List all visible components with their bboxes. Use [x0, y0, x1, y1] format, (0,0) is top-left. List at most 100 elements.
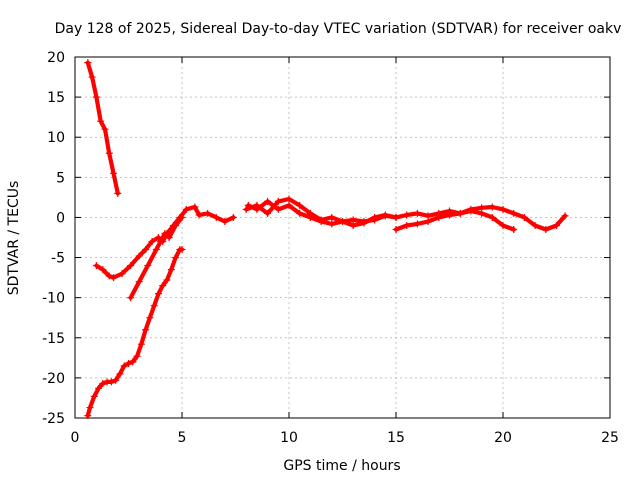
data-point	[105, 272, 113, 280]
data-point	[306, 213, 314, 221]
y-tick-label: 15	[47, 90, 65, 106]
data-point	[204, 209, 212, 217]
data-point	[110, 274, 118, 282]
data-point	[99, 266, 107, 274]
x-tick-label: 20	[494, 430, 512, 446]
data-point	[125, 359, 132, 367]
data-point	[488, 213, 496, 221]
data-point	[195, 211, 203, 219]
data-point	[499, 221, 507, 229]
data-point	[165, 234, 173, 241]
data-point	[150, 302, 158, 310]
data-point	[371, 213, 379, 221]
data-point	[86, 404, 94, 412]
data-point	[339, 217, 346, 225]
data-point	[510, 209, 518, 217]
data-point	[137, 340, 145, 348]
data-point	[403, 221, 411, 229]
data-point	[107, 378, 115, 386]
y-tick-label: -5	[51, 251, 65, 267]
data-point	[510, 225, 518, 233]
x-tick-label: 0	[71, 430, 80, 446]
data-point	[178, 213, 186, 221]
data-point	[167, 266, 175, 274]
data-point	[285, 201, 293, 209]
data-point	[349, 221, 357, 229]
x-axis-label: GPS time / hours	[283, 458, 400, 474]
data-point	[392, 213, 400, 221]
data-point	[531, 221, 539, 229]
data-point	[212, 213, 220, 221]
data-point	[88, 73, 96, 81]
data-point	[264, 209, 272, 217]
data-point	[413, 220, 421, 228]
data-point	[561, 212, 569, 220]
data-point	[133, 352, 141, 360]
series-arc-4	[84, 246, 186, 420]
data-point	[99, 380, 107, 388]
data-point	[163, 276, 171, 284]
data-point	[172, 221, 180, 229]
data-point	[229, 213, 237, 221]
data-point	[221, 217, 229, 225]
data-point	[360, 219, 368, 227]
data-point	[274, 197, 282, 205]
data-point	[90, 392, 98, 400]
x-tick-label: 5	[178, 430, 187, 446]
data-point	[253, 205, 261, 213]
y-tick-label: -15	[42, 331, 65, 347]
data-point	[435, 209, 443, 217]
data-point	[488, 203, 496, 211]
data-point	[274, 205, 282, 213]
series-line-arc-1	[85, 60, 120, 196]
series-arc-6	[244, 197, 400, 229]
data-point	[135, 252, 143, 260]
axis-ticks: 0 5 10 15 20 25 20 15 10 5 0 -5 -10 -15 -20 -25	[42, 50, 619, 446]
data-point	[97, 117, 105, 125]
data-point	[159, 282, 167, 290]
data-series	[84, 59, 569, 420]
data-point	[101, 125, 109, 133]
data-point	[424, 212, 432, 220]
data-point	[152, 246, 160, 254]
data-point	[129, 358, 137, 366]
data-point	[456, 209, 464, 217]
y-tick-label: 0	[56, 210, 65, 226]
data-point	[285, 195, 293, 203]
data-point	[446, 207, 453, 215]
data-point	[191, 203, 199, 211]
data-point	[105, 149, 113, 157]
data-point	[142, 326, 150, 334]
data-point	[467, 205, 475, 213]
data-point	[154, 290, 162, 298]
data-point	[146, 314, 154, 322]
data-point	[127, 262, 135, 270]
series-arc-3	[127, 213, 186, 302]
x-tick-label: 10	[280, 430, 298, 446]
data-point	[296, 209, 304, 217]
data-point	[92, 262, 100, 270]
data-point	[112, 376, 120, 384]
data-point	[553, 221, 560, 229]
y-tick-label: 20	[47, 50, 65, 66]
data-point	[328, 220, 336, 228]
chart-title: Day 128 of 2025, Sidereal Day-to-day VTE…	[55, 21, 622, 37]
series-arc-1	[84, 59, 122, 197]
data-point	[95, 384, 103, 392]
data-point	[392, 225, 400, 233]
y-tick-label: -20	[42, 371, 65, 387]
data-point	[118, 270, 126, 278]
data-point	[178, 246, 186, 254]
data-point	[264, 197, 272, 205]
y-axis-label: SDTVAR / TECUs	[6, 181, 22, 296]
data-point	[157, 238, 165, 246]
y-tick-label: 10	[47, 130, 65, 146]
x-tick-label: 25	[601, 430, 619, 446]
y-tick-label: -10	[42, 291, 65, 307]
data-point	[478, 204, 486, 212]
data-point	[172, 254, 180, 262]
data-point	[403, 211, 411, 219]
data-point	[142, 246, 150, 254]
